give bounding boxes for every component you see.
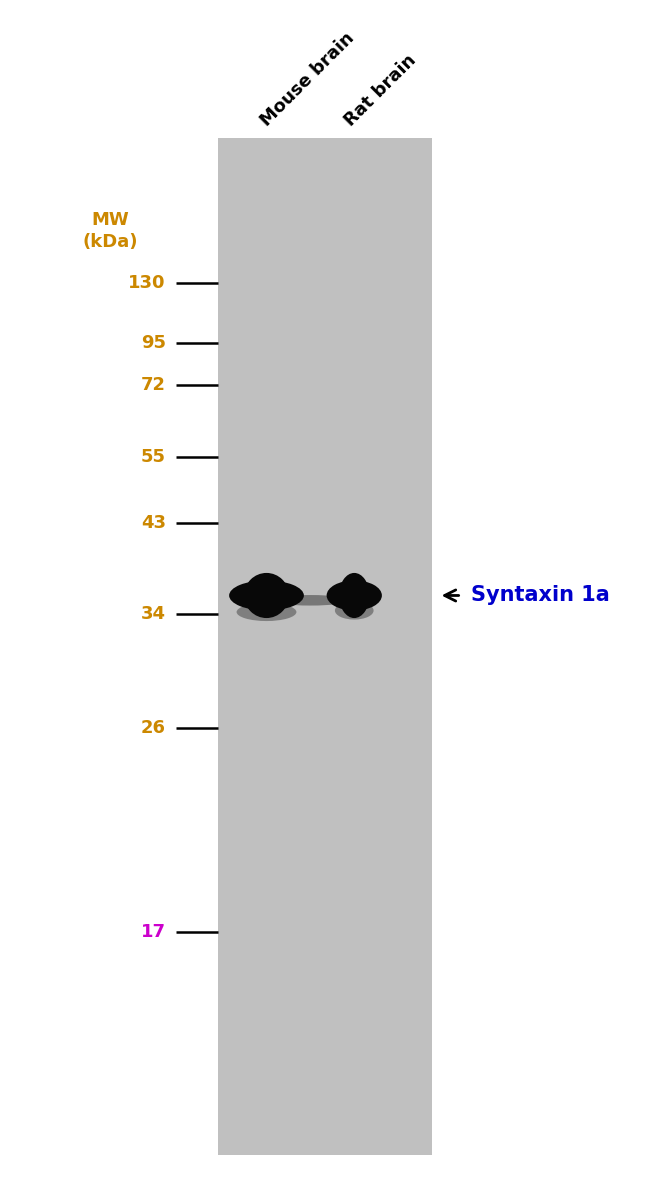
Ellipse shape xyxy=(237,603,296,621)
Ellipse shape xyxy=(229,580,304,611)
Ellipse shape xyxy=(335,602,374,620)
Text: 72: 72 xyxy=(141,377,166,393)
Ellipse shape xyxy=(244,573,289,618)
Ellipse shape xyxy=(270,595,351,605)
Text: 26: 26 xyxy=(141,719,166,736)
Text: 130: 130 xyxy=(128,274,166,291)
Text: 43: 43 xyxy=(141,515,166,532)
Bar xyxy=(218,138,432,1155)
Text: 95: 95 xyxy=(141,334,166,351)
Text: Syntaxin 1a: Syntaxin 1a xyxy=(471,586,610,605)
Text: Mouse brain: Mouse brain xyxy=(257,29,358,130)
Text: 17: 17 xyxy=(141,924,166,941)
Ellipse shape xyxy=(326,580,382,611)
Text: 34: 34 xyxy=(141,605,166,622)
Text: MW
(kDa): MW (kDa) xyxy=(83,211,138,250)
Ellipse shape xyxy=(339,573,369,618)
Text: 55: 55 xyxy=(141,449,166,466)
Text: Rat brain: Rat brain xyxy=(341,52,420,130)
